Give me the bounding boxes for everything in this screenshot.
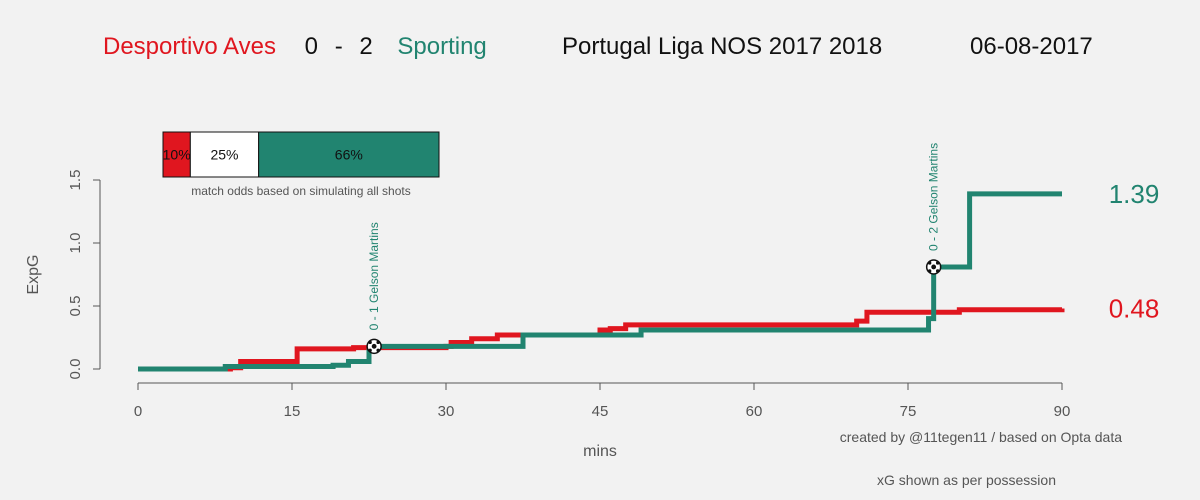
football-patch [376,340,380,345]
away-team-name: Sporting [397,33,487,60]
x-tick-label: 75 [900,403,917,420]
football-patch [935,261,940,265]
football-patch [376,348,380,353]
x-tick-label: 60 [746,403,763,420]
home-win-odds-label: 10% [163,147,191,163]
away-win-odds-segment [258,131,440,178]
y-tick-label: 0.0 [67,359,84,380]
credit-text: created by @11tegen11 / based on Opta da… [840,429,1122,445]
x-tick-label: 0 [134,403,142,420]
goal-label: 0 - 2 Gelson Martins [927,143,941,251]
match-header: Desportivo Aves 0 - 2 Sporting [103,33,487,61]
draw-odds-segment [189,131,260,178]
away-win-odds-label: 66% [335,147,363,163]
x-tick-label: 90 [1054,403,1071,420]
football-patch [371,343,377,349]
score-separator: - [334,33,343,60]
y-tick-label: 0.5 [67,296,84,317]
x-axis-title: mins [583,443,617,460]
away-xg-step-line [138,191,1062,372]
home-xg-step-line [138,307,1065,372]
home-final-xg-label: 0.48 [1109,294,1160,324]
football-patch [368,348,372,353]
football-patch [927,269,932,273]
xg-note: xG shown as per possession [877,472,1056,488]
odds-caption: match odds based on simulating all shots [191,184,410,198]
football-patch [368,340,372,345]
goal-marker [925,259,942,275]
away-goals: 2 [359,33,373,60]
away-final-xg-label: 1.39 [1109,179,1160,209]
football-patch [935,269,940,273]
goal-marker [366,338,382,355]
competition-name: Portugal Liga NOS 2017 2018 [562,33,883,60]
football-patch [931,264,937,270]
home-team-name: Desportivo Aves [103,33,276,60]
y-tick-label: 1.5 [67,170,84,191]
draw-odds-label: 25% [210,147,238,163]
x-tick-label: 45 [592,403,609,420]
x-tick-label: 15 [284,403,301,420]
goal-label: 0 - 1 Gelson Martins [367,222,381,330]
home-win-odds-segment [162,131,191,178]
home-goals: 0 [304,33,319,60]
x-tick-label: 30 [438,403,455,420]
football-patch [927,261,932,265]
y-tick-label: 1.0 [67,233,84,254]
y-axis-title: ExpG [25,254,42,294]
match-date: 06-08-2017 [970,33,1093,60]
